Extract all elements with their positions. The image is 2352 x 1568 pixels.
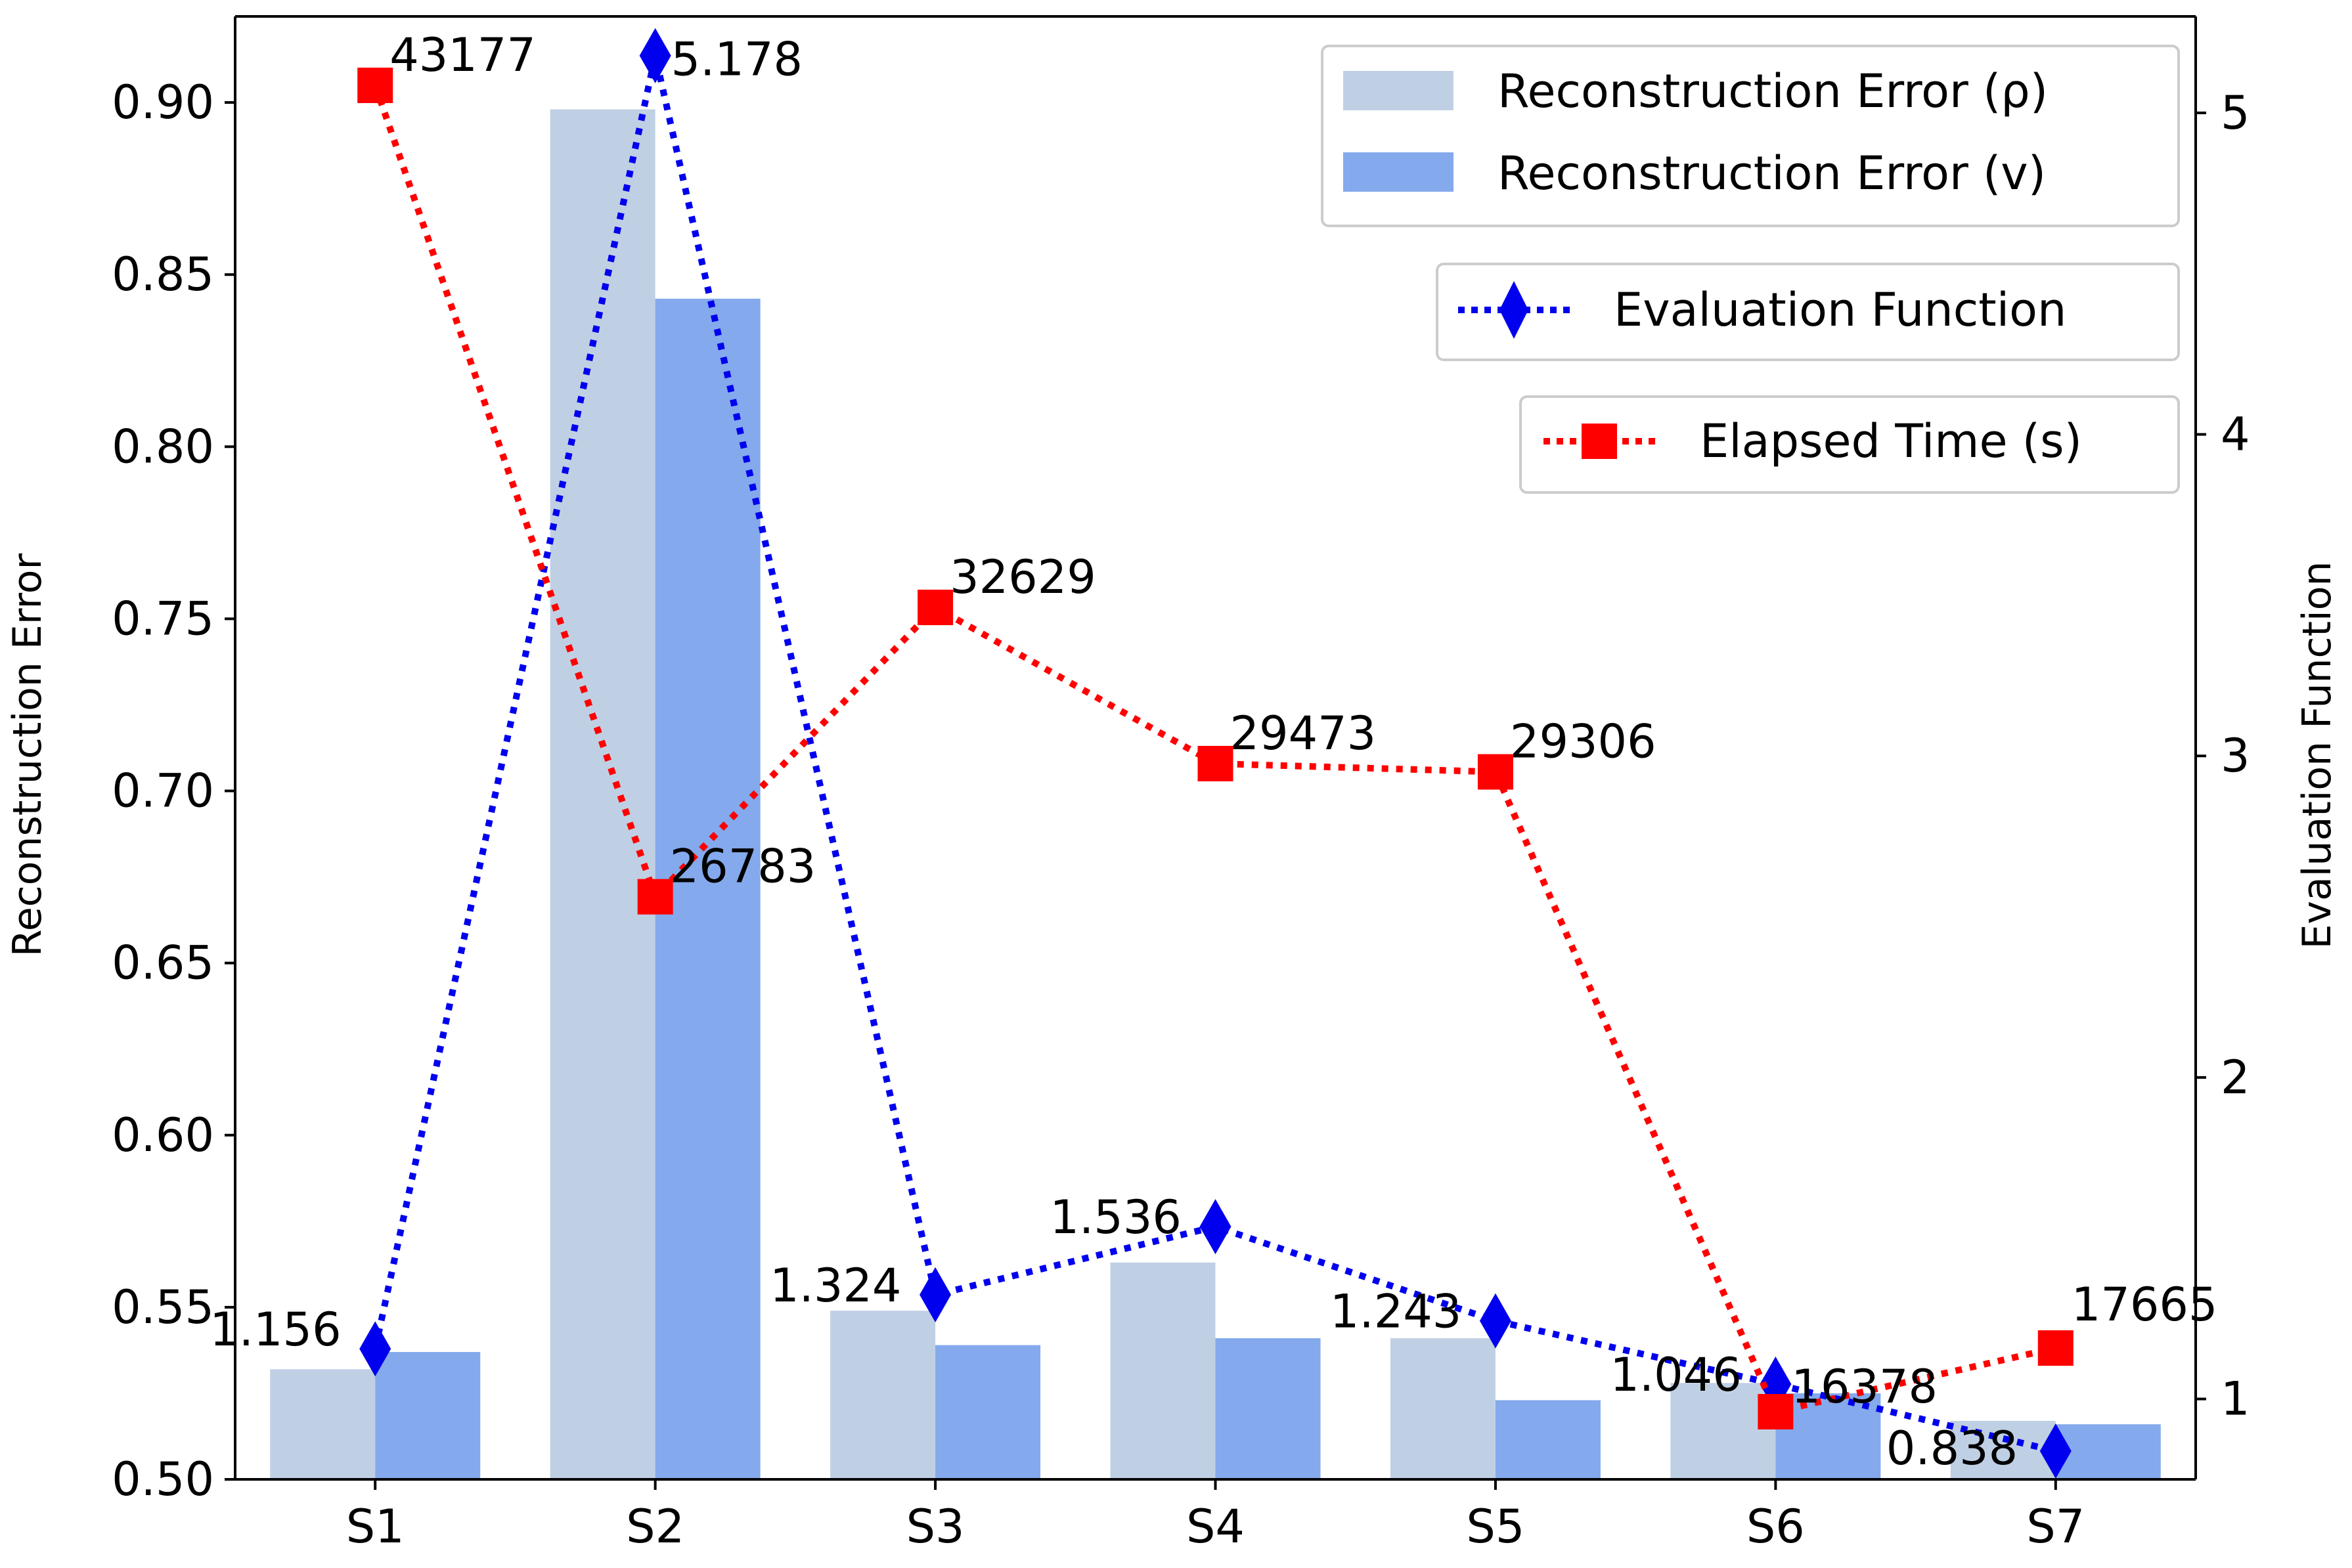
label-evaluation-s2: 5.178 — [671, 33, 803, 87]
label-elapsed-s1: 43177 — [389, 28, 536, 82]
label-evaluation-s3: 1.324 — [770, 1259, 901, 1313]
y-left-tick-label: 0.75 — [112, 592, 214, 645]
label-elapsed-s7: 17665 — [2072, 1278, 2218, 1332]
bar-v-s3 — [935, 1345, 1041, 1479]
label-evaluation-s7: 0.838 — [1886, 1422, 2018, 1475]
y-left-tick-label: 0.50 — [112, 1452, 214, 1506]
label-evaluation-s1: 1.156 — [210, 1303, 341, 1357]
y-right-tick-label: 2 — [2221, 1051, 2250, 1104]
x-tick-label-s5: S5 — [1466, 1500, 1524, 1554]
label-evaluation-s4: 1.536 — [1050, 1190, 1182, 1244]
bar-rho-s7 — [1950, 1420, 2056, 1479]
legend-label-elapsed: Elapsed Time (s) — [1700, 414, 2082, 468]
label-elapsed-s6: 16378 — [1791, 1360, 1938, 1414]
marker-evaluation-s7 — [2039, 1423, 2072, 1479]
bar-v-s5 — [1495, 1400, 1601, 1479]
y-axis-right-label: Evaluation Function — [2294, 561, 2340, 949]
legend-box-evaluation — [1436, 263, 2180, 361]
marker-evaluation-s3 — [920, 1267, 952, 1322]
point-labels-layer: 1.156 5.178 1.324 1.536 1.243 1.046 0.838 43177… — [210, 28, 2217, 1475]
bar-rho-s1 — [270, 1369, 376, 1479]
legend-box-bars — [1321, 45, 2180, 227]
marker-evaluation-s5 — [1479, 1293, 1511, 1349]
label-elapsed-s2: 26783 — [670, 840, 816, 894]
y-right-tick-label: 3 — [2221, 729, 2250, 783]
marker-elapsed-s1 — [357, 68, 393, 103]
y-right-tick-label: 4 — [2221, 408, 2250, 462]
x-tick-label-s3: S3 — [906, 1500, 965, 1554]
y-left-tick-label: 0.55 — [112, 1280, 214, 1334]
legend-marker-evaluation — [1499, 281, 1528, 339]
y-left-tick-label: 0.90 — [112, 76, 214, 129]
legend-box-elapsed — [1519, 395, 2180, 494]
y-left-tick-label: 0.70 — [112, 764, 214, 818]
legend-swatch-rho — [1343, 71, 1453, 110]
legend: Reconstruction Error (ρ) Reconstruction … — [1321, 45, 2180, 494]
legend-marker-elapsed — [1582, 424, 1617, 459]
marker-elapsed-s6 — [1758, 1394, 1794, 1429]
y-left-tick-label: 0.85 — [112, 248, 214, 301]
lines-layer — [357, 28, 2074, 1479]
x-tick-label-s6: S6 — [1746, 1500, 1805, 1554]
bar-v-s4 — [1215, 1338, 1321, 1479]
legend-swatch-v — [1343, 152, 1453, 192]
x-tick-label-s7: S7 — [2026, 1500, 2085, 1554]
y-left-tick-label: 0.65 — [112, 936, 214, 990]
marker-evaluation-s2 — [639, 28, 671, 83]
bar-rho-s2 — [550, 109, 655, 1480]
label-elapsed-s4: 29473 — [1230, 707, 1377, 760]
marker-elapsed-s5 — [1477, 754, 1513, 790]
legend-label-rho: Reconstruction Error (ρ) — [1498, 64, 2048, 118]
marker-evaluation-s1 — [359, 1321, 391, 1377]
x-tick-label-s2: S2 — [626, 1500, 684, 1554]
marker-elapsed-s3 — [918, 590, 954, 626]
bar-rho-s3 — [830, 1311, 936, 1479]
legend-label-evaluation: Evaluation Function — [1614, 283, 2066, 337]
marker-evaluation-s4 — [1199, 1199, 1231, 1255]
y-left-tick-label: 0.60 — [112, 1108, 214, 1162]
x-tick-label-s1: S1 — [346, 1500, 405, 1554]
bar-v-s1 — [375, 1352, 481, 1479]
bar-rho-s5 — [1390, 1338, 1496, 1479]
marker-elapsed-s7 — [2037, 1330, 2074, 1366]
label-elapsed-s5: 29306 — [1510, 715, 1656, 769]
bar-rho-s4 — [1110, 1262, 1216, 1479]
label-elapsed-s3: 32629 — [950, 550, 1096, 604]
y-right-tick-label: 1 — [2221, 1372, 2250, 1426]
y-axis-left-label: Reconstruction Error — [5, 553, 51, 957]
bar-v-s7 — [2055, 1424, 2161, 1479]
axes-layer: 0.50 0.55 0.60 0.65 0.70 0.75 0.80 0.85 0.90 1 2 3 4… — [112, 15, 2250, 1554]
label-evaluation-s5: 1.243 — [1330, 1285, 1461, 1339]
x-tick-label-s4: S4 — [1186, 1500, 1245, 1554]
y-right-tick-label: 5 — [2221, 86, 2250, 140]
marker-elapsed-s2 — [637, 879, 673, 915]
label-evaluation-s6: 1.046 — [1610, 1348, 1741, 1402]
legend-label-v: Reconstruction Error (v) — [1498, 146, 2046, 200]
y-left-tick-label: 0.80 — [112, 420, 214, 473]
marker-elapsed-s4 — [1197, 745, 1233, 781]
